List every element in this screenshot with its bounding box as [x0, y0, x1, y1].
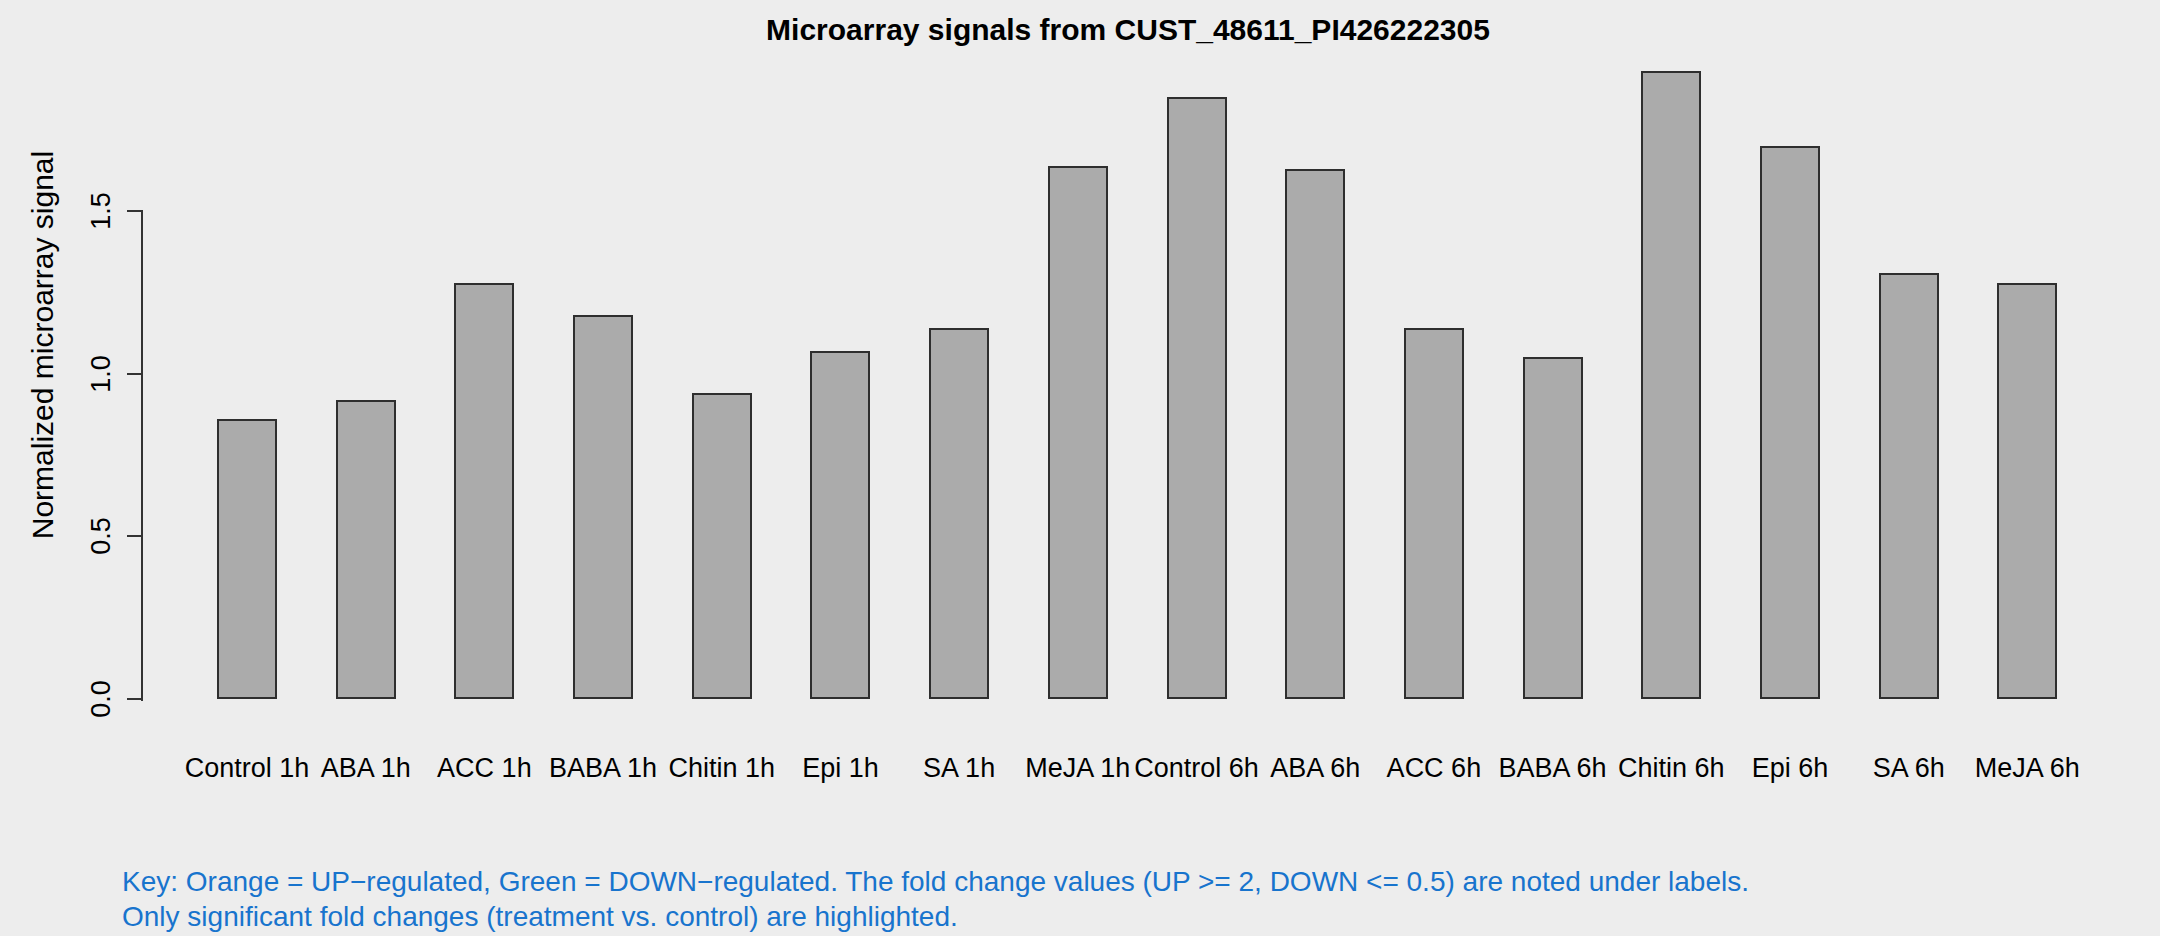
x-category-label: Chitin 1h: [668, 753, 775, 784]
y-tick-label: 1.5: [86, 192, 117, 230]
x-category-label: SA 1h: [923, 753, 995, 784]
bar: [336, 400, 396, 699]
bar: [1404, 328, 1464, 699]
chart-canvas: Microarray signals from CUST_48611_PI426…: [0, 0, 2160, 936]
x-category-label: SA 6h: [1873, 753, 1945, 784]
bar: [929, 328, 989, 699]
x-category-label: ACC 1h: [437, 753, 532, 784]
x-category-label: ACC 6h: [1387, 753, 1482, 784]
bar: [1641, 71, 1701, 699]
x-category-label: BABA 1h: [549, 753, 657, 784]
bar: [692, 393, 752, 699]
bar: [1167, 97, 1227, 699]
y-tick: [127, 535, 143, 537]
x-category-label: Control 6h: [1134, 753, 1259, 784]
bar: [1760, 146, 1820, 699]
y-tick-label: 1.0: [86, 355, 117, 393]
y-tick: [127, 210, 143, 212]
x-category-label: ABA 6h: [1270, 753, 1360, 784]
y-tick-label: 0.0: [86, 680, 117, 718]
y-tick: [127, 698, 143, 700]
key-text-line1: Key: Orange = UP−regulated, Green = DOWN…: [122, 866, 1749, 898]
bar: [573, 315, 633, 699]
bar: [217, 419, 277, 699]
x-category-label: Chitin 6h: [1618, 753, 1725, 784]
bar: [454, 283, 514, 699]
x-category-label: BABA 6h: [1499, 753, 1607, 784]
x-category-label: Epi 6h: [1752, 753, 1829, 784]
plot-area: 0.0 0.5 1.0 1.5 Control 1h ABA 1h ACC 1h BABA 1…: [0, 0, 2160, 936]
y-tick-label: 0.5: [86, 518, 117, 556]
x-category-label: Epi 1h: [802, 753, 879, 784]
x-category-label: MeJA 6h: [1975, 753, 2080, 784]
bar: [1523, 357, 1583, 699]
x-category-label: ABA 1h: [321, 753, 411, 784]
x-category-label: MeJA 1h: [1025, 753, 1130, 784]
bar: [1997, 283, 2057, 699]
x-category-label: Control 1h: [185, 753, 310, 784]
y-tick: [127, 373, 143, 375]
bar: [1285, 169, 1345, 699]
bar: [810, 351, 870, 699]
bar: [1879, 273, 1939, 699]
key-text-line2: Only significant fold changes (treatment…: [122, 901, 958, 933]
bar: [1048, 166, 1108, 699]
